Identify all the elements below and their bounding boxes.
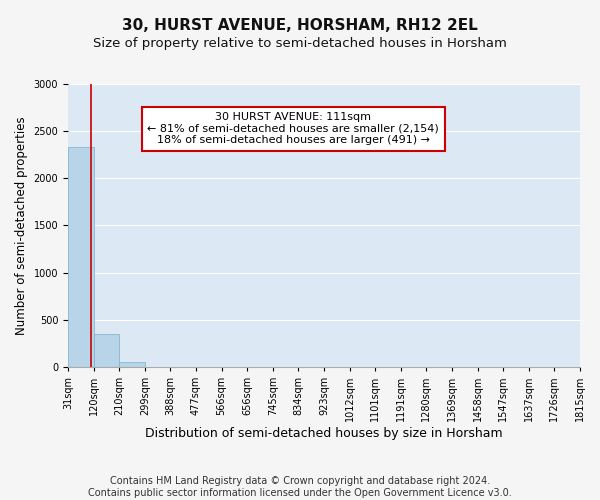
Bar (94, 334, 119, 367)
Y-axis label: Number of semi-detached properties: Number of semi-detached properties (15, 116, 28, 335)
Text: 30 HURST AVENUE: 111sqm
← 81% of semi-detached houses are smaller (2,154)
18% of: 30 HURST AVENUE: 111sqm ← 81% of semi-de… (148, 112, 439, 146)
X-axis label: Distribution of semi-detached houses by size in Horsham: Distribution of semi-detached houses by … (145, 427, 503, 440)
Bar (68, 147, 94, 367)
Text: Size of property relative to semi-detached houses in Horsham: Size of property relative to semi-detach… (93, 38, 507, 51)
Text: Contains HM Land Registry data © Crown copyright and database right 2024.
Contai: Contains HM Land Registry data © Crown c… (88, 476, 512, 498)
Text: 30, HURST AVENUE, HORSHAM, RH12 2EL: 30, HURST AVENUE, HORSHAM, RH12 2EL (122, 18, 478, 32)
Bar (119, 362, 145, 367)
